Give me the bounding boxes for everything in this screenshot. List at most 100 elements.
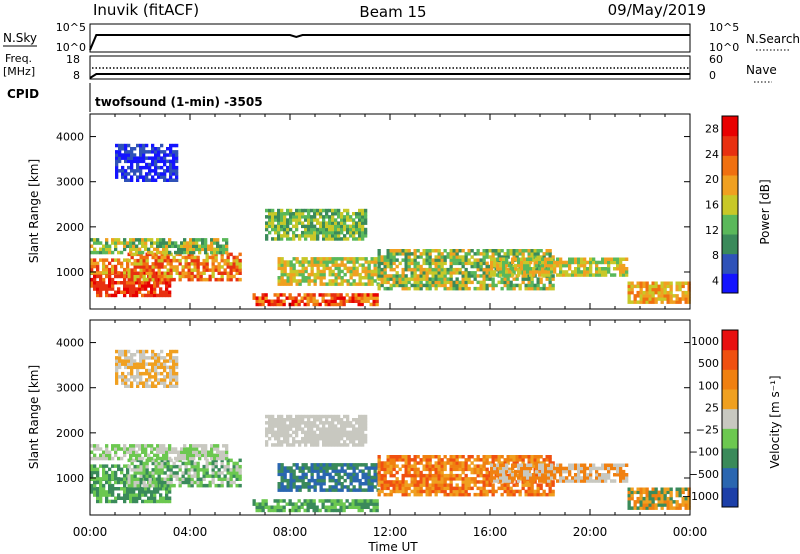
power-cell <box>407 286 411 291</box>
power-cell <box>625 273 629 277</box>
power-cell <box>90 284 94 288</box>
power-cell <box>193 265 197 269</box>
power-cell <box>129 241 133 245</box>
power-cell <box>295 257 299 261</box>
velocity-cell <box>163 362 167 366</box>
power-cell <box>364 230 368 235</box>
power-cell <box>276 296 280 300</box>
power-cell <box>595 273 599 277</box>
power-cell <box>105 290 109 294</box>
velocity-cell <box>141 490 145 494</box>
power-cell <box>636 281 640 285</box>
power-cell <box>172 165 176 170</box>
velocity-cell <box>669 496 673 501</box>
velocity-cell <box>187 480 191 485</box>
velocity-cell <box>135 499 139 504</box>
power-cell <box>410 271 414 275</box>
velocity-cell <box>449 483 453 487</box>
velocity-cell <box>190 461 194 466</box>
power-cell <box>235 262 239 266</box>
power-cell <box>577 267 581 271</box>
velocity-cell <box>375 502 379 506</box>
power-cell <box>630 287 634 292</box>
velocity-cell <box>485 470 489 475</box>
velocity-cell <box>346 414 350 419</box>
power-cell <box>364 218 368 222</box>
power-cell <box>133 252 137 257</box>
velocity-cell <box>265 414 269 419</box>
power-cell <box>355 237 359 241</box>
power-cell <box>322 269 326 274</box>
velocity-cell <box>479 473 483 478</box>
velocity-cell <box>613 463 617 467</box>
velocity-cell <box>160 461 164 466</box>
velocity-cell <box>322 472 326 477</box>
velocity-cell <box>156 453 160 458</box>
velocity-cell <box>517 466 521 471</box>
power-cell <box>304 234 308 238</box>
velocity-colorbar-tick: 25 <box>705 401 719 414</box>
velocity-cell <box>598 473 602 477</box>
power-cell <box>93 241 97 245</box>
velocity-cell <box>136 349 140 354</box>
power-cell <box>289 218 293 222</box>
velocity-cell <box>355 443 359 447</box>
velocity-cell <box>145 371 149 376</box>
power-cell <box>111 241 115 245</box>
velocity-cell <box>541 469 545 474</box>
xtick-label: 00:00 <box>673 525 708 539</box>
velocity-data <box>90 349 691 513</box>
velocity-cell <box>325 418 329 422</box>
velocity-cell <box>413 480 417 484</box>
velocity-cell <box>499 473 503 477</box>
velocity-cell <box>500 486 504 491</box>
velocity-cell <box>586 476 590 480</box>
velocity-cell <box>160 458 164 463</box>
velocity-cell <box>377 473 381 478</box>
power-cell <box>398 252 402 256</box>
velocity-cell <box>283 427 287 431</box>
power-cell <box>446 271 450 275</box>
velocity-cell <box>310 430 314 435</box>
power-cell <box>413 255 417 259</box>
power-cell <box>111 258 115 262</box>
power-cell <box>548 252 552 256</box>
power-cell <box>574 260 578 265</box>
velocity-cell <box>351 502 355 506</box>
velocity-cell <box>175 349 179 354</box>
velocity-cell <box>195 453 199 458</box>
power-cell <box>437 267 441 272</box>
power-cell <box>601 270 605 274</box>
velocity-cell <box>238 468 242 472</box>
velocity-cell <box>300 505 304 509</box>
power-cell <box>157 165 161 170</box>
velocity-cell <box>222 456 226 461</box>
velocity-cell <box>289 421 293 425</box>
power-cell <box>294 296 298 300</box>
velocity-cell <box>295 427 299 431</box>
velocity-cell <box>129 499 133 504</box>
velocity-cell <box>440 486 444 491</box>
velocity-cell <box>425 489 429 494</box>
power-cell <box>211 255 215 260</box>
velocity-cell <box>174 447 178 451</box>
power-cell <box>169 165 173 170</box>
velocity-cell <box>252 499 256 503</box>
power-cell <box>277 221 281 225</box>
power-cell <box>500 286 504 291</box>
velocity-cell <box>346 466 350 470</box>
power-cell <box>159 238 163 242</box>
power-cell <box>533 252 537 256</box>
velocity-cell <box>118 375 122 379</box>
power-cell <box>458 258 462 262</box>
power-cell <box>127 268 131 272</box>
velocity-cell <box>168 444 172 448</box>
power-cell <box>310 266 314 271</box>
power-cell <box>461 264 465 269</box>
velocity-cell <box>156 499 160 504</box>
velocity-cell <box>642 506 646 510</box>
xtick-label: 20:00 <box>573 525 608 539</box>
power-cell <box>283 234 287 238</box>
power-cell <box>277 266 281 271</box>
